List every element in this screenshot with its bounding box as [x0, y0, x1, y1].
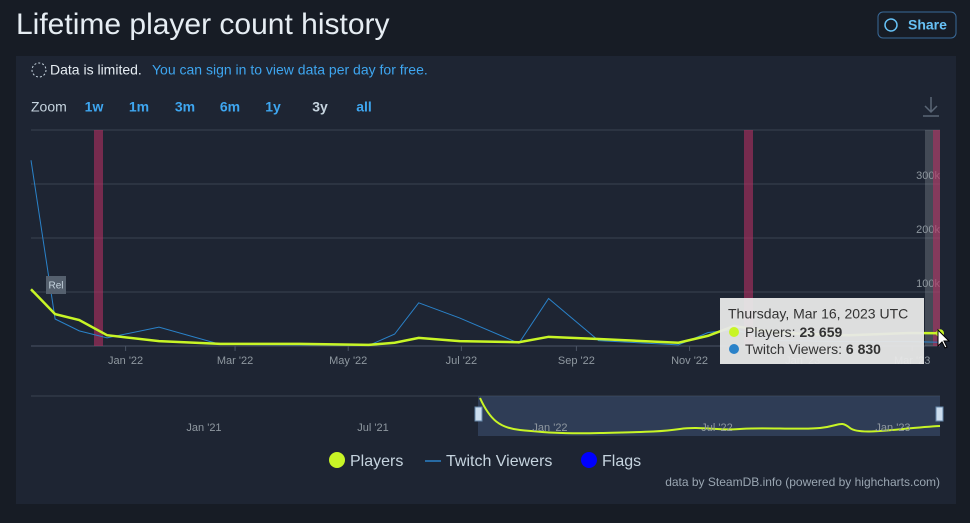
- tooltip-box: [720, 298, 924, 364]
- x-tick-label: Nov '22: [671, 355, 708, 367]
- limited-text: Data is limited.: [50, 62, 142, 78]
- navigator-labels: Jan '21 Jul '21 Jan '22 Jul '22 Jan '23: [186, 422, 910, 434]
- flag-band: [744, 130, 753, 346]
- tooltip-label: Players: 23 659: [745, 324, 843, 340]
- download-icon[interactable]: [923, 97, 939, 117]
- annotation-box: [46, 276, 66, 294]
- zoom-button[interactable]: 1y: [265, 99, 281, 115]
- zoom-button[interactable]: all: [356, 99, 372, 115]
- tooltip: Thursday, Mar 16, 2023 UTC Players: 23 6…: [720, 298, 924, 364]
- flag-band: [933, 130, 940, 346]
- chart-panel: [16, 56, 956, 504]
- navigator-label: Jan '21: [186, 422, 221, 434]
- navigator-handle[interactable]: [935, 406, 944, 422]
- flag-band: [94, 130, 103, 346]
- navigator-label: Jul '21: [357, 422, 388, 434]
- legend: Players Twitch Viewers Flags: [329, 452, 641, 470]
- legend-label[interactable]: Twitch Viewers: [446, 453, 552, 470]
- x-tick-label: Sep '22: [558, 355, 595, 367]
- credits: data by SteamDB.info (powered by highcha…: [665, 475, 940, 489]
- legend-marker: [581, 452, 597, 468]
- zoom-label: Zoom: [31, 99, 67, 115]
- share-button[interactable]: [877, 11, 957, 39]
- legend-label[interactable]: Flags: [602, 453, 641, 470]
- annotation: Rel: [48, 281, 63, 292]
- tooltip-dot: [729, 327, 739, 337]
- zoom-button[interactable]: 3y: [312, 99, 328, 115]
- share-label[interactable]: Share: [908, 17, 947, 33]
- tooltip-dot: [729, 344, 739, 354]
- tooltip-date: Thursday, Mar 16, 2023 UTC: [728, 306, 908, 322]
- x-tick-label: May '22: [329, 355, 367, 367]
- tooltip-players-label: Players:: [745, 324, 796, 340]
- tooltip-twitch-value: 6 830: [846, 341, 881, 357]
- cursor: [937, 328, 951, 349]
- navigator-line: [479, 397, 941, 435]
- zoom-button[interactable]: 3m: [175, 99, 195, 115]
- navigator-handle[interactable]: [474, 406, 483, 422]
- navigator-label: Jan '22: [532, 422, 567, 434]
- zoom-buttons: 1w 1m 3m 6m 1y 3y all: [85, 99, 372, 115]
- limited-icon: [31, 62, 47, 78]
- legend-label[interactable]: Players: [350, 453, 403, 470]
- tooltip-label: Twitch Viewers: 6 830: [745, 341, 881, 357]
- zoom-button[interactable]: 1w: [85, 99, 104, 115]
- x-tick-label: Jan '22: [108, 355, 143, 367]
- x-tick-label: Mar '22: [217, 355, 253, 367]
- navigator-label: Jan '23: [875, 422, 910, 434]
- x-tick-label: Jul '22: [446, 355, 477, 367]
- share-icon: [884, 18, 898, 32]
- zoom-button[interactable]: 1m: [129, 99, 149, 115]
- tooltip-twitch-label: Twitch Viewers:: [745, 341, 842, 357]
- tooltip-players-value: 23 659: [799, 324, 842, 340]
- legend-marker: [329, 452, 345, 468]
- navigator-label: Jul '22: [701, 422, 732, 434]
- zoom-button[interactable]: 6m: [220, 99, 240, 115]
- page-title: Lifetime player count history: [16, 8, 390, 41]
- signin-link[interactable]: You can sign in to view data per day for…: [152, 62, 428, 78]
